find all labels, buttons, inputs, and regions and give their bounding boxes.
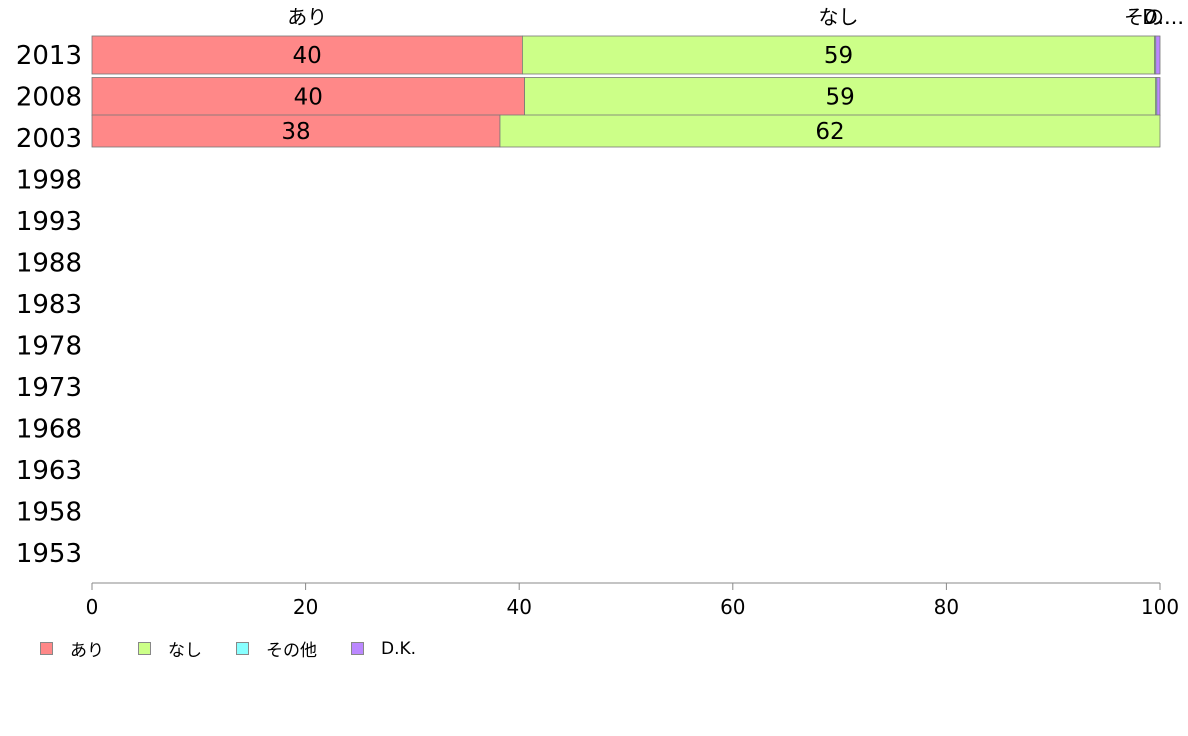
bar-area: 40 59 40 59 38 62 [91, 35, 1161, 148]
legend-item: D.K. [351, 639, 416, 659]
legend-swatch [236, 642, 249, 655]
y-tick-label: 1988 [16, 249, 82, 279]
legend-swatch [138, 642, 151, 655]
bar-segment [499, 114, 1161, 148]
x-tick-label: 60 [720, 595, 745, 619]
top-segment-label: D.… [1142, 5, 1184, 29]
x-tick-label: 100 [1141, 595, 1179, 619]
legend-item: その他 [236, 636, 317, 661]
x-tick-label: 80 [934, 595, 959, 619]
bar-segment [1155, 35, 1161, 75]
bar-data-label: 59 [825, 85, 854, 111]
y-tick-label: 2008 [16, 83, 82, 113]
x-tick-label: 20 [293, 595, 318, 619]
legend-label: なし [168, 641, 202, 661]
x-axis: 0 20 40 60 80 100 [86, 582, 1179, 619]
y-tick-label: 1978 [16, 332, 82, 362]
legend-item: あり [40, 636, 104, 661]
legend-label: あり [70, 641, 104, 661]
top-segment-label: その… [1124, 5, 1184, 29]
bar-segment [91, 114, 501, 148]
y-tick-label: 1993 [16, 207, 82, 237]
bar-data-label: 40 [294, 85, 323, 111]
bar-segment [1156, 77, 1161, 116]
legend-label: その他 [266, 641, 317, 661]
bar-data-label: 38 [281, 119, 310, 145]
x-tick-label: 40 [506, 595, 531, 619]
y-tick-label: 1968 [16, 415, 82, 445]
y-tick-label: 1983 [16, 290, 82, 320]
top-segment-label: なし [819, 5, 859, 29]
x-tick-label: 0 [86, 595, 99, 619]
y-tick-label: 1958 [16, 498, 82, 528]
y-tick-label: 1973 [16, 373, 82, 403]
top-segment-labels: あり なし その…D.… [287, 5, 1184, 29]
y-tick-label: 1998 [16, 166, 82, 196]
bar-data-label: 40 [293, 43, 322, 69]
y-tick-label: 2013 [16, 41, 82, 71]
legend-item: なし [138, 636, 202, 661]
y-tick-label: 1953 [16, 539, 82, 569]
legend-label: D.K. [381, 638, 417, 659]
y-axis-labels: 2013 2008 2003 1998 1993 1988 1983 1978 1973 1968… [16, 41, 82, 569]
legend: あり なし その他 D.K. [40, 636, 450, 661]
bar-data-label: 59 [824, 43, 853, 69]
top-segment-label: あり [287, 5, 327, 29]
legend-swatch [351, 642, 364, 655]
legend-swatch [40, 642, 53, 655]
y-tick-label: 2003 [16, 124, 82, 154]
bar-segment [91, 35, 523, 75]
bar-segment [522, 35, 1156, 75]
y-tick-label: 1963 [16, 456, 82, 486]
bar-data-label: 62 [815, 119, 844, 145]
